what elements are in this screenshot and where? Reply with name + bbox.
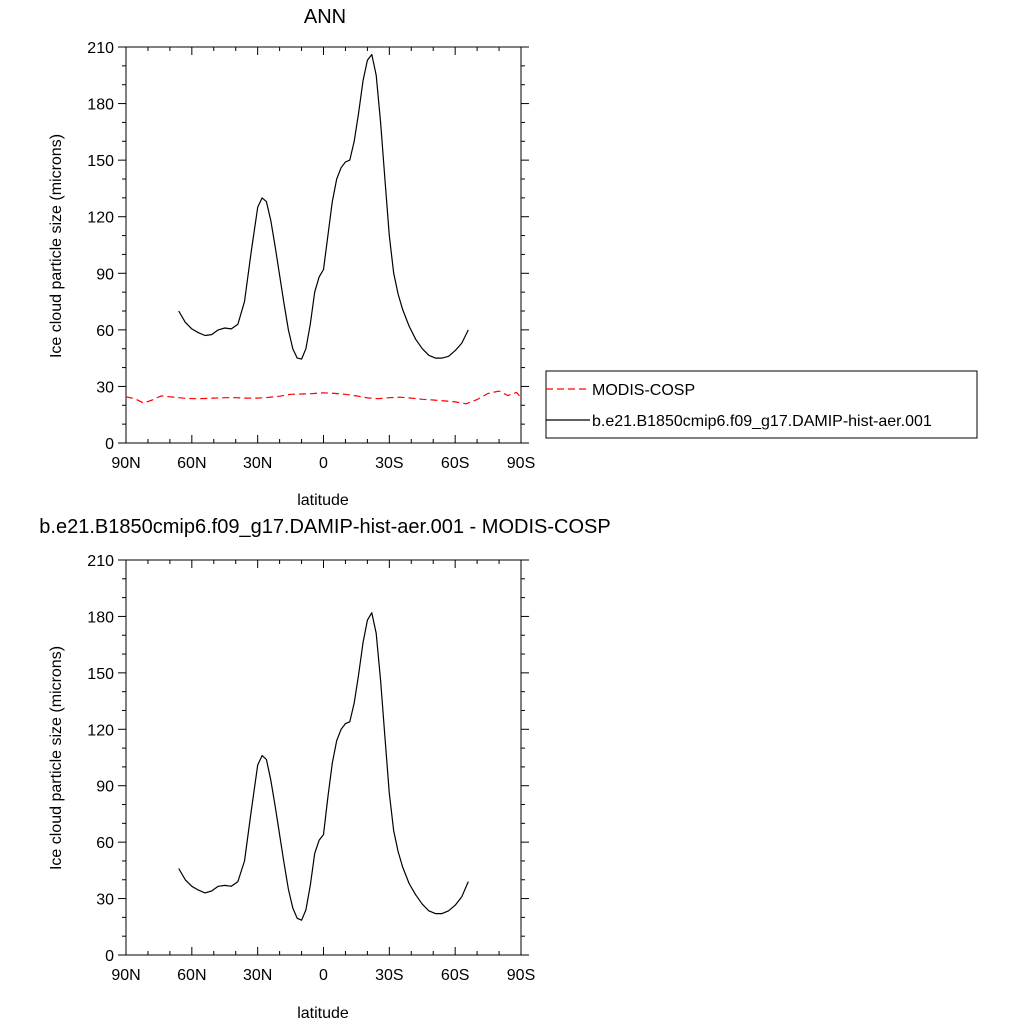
bottom-y-tick-label: 90 xyxy=(96,779,114,796)
bottom-x-tick-label: 90N xyxy=(111,967,140,984)
bottom-x-tick-label: 30N xyxy=(243,967,272,984)
bottom-y-tick-label: 180 xyxy=(87,609,114,626)
bottom-series-line-difference xyxy=(178,612,469,921)
legend-label-model: b.e21.B1850cmip6.f09_g17.DAMIP-hist-aer.… xyxy=(592,413,932,430)
top-x-tick-label: 30S xyxy=(375,455,403,472)
top-x-tick-label: 60N xyxy=(177,455,206,472)
top-x-tick-label: 60S xyxy=(441,455,469,472)
bottom-chart-y-axis-label: Ice cloud particle size (microns) xyxy=(48,646,65,870)
top-x-tick-label: 0 xyxy=(319,455,328,472)
top-x-tick-label: 90S xyxy=(507,455,535,472)
top-chart-plot-area: 90N 60N 30N 0 30S 60S 90S 0 30 60 90 120 150 180 210 xyxy=(87,40,535,472)
top-y-tick-label: 60 xyxy=(96,323,114,340)
top-chart-y-axis-label: Ice cloud particle size (microns) xyxy=(48,134,65,358)
top-series-line-modis-cosp xyxy=(125,390,522,405)
top-y-tick-label: 150 xyxy=(87,153,114,170)
legend-label-modis-cosp: MODIS-COSP xyxy=(592,382,695,399)
bottom-chart-plot-area: 90N 60N 30N 0 30S 60S 90S 0 30 60 90 120 150 180 210 xyxy=(87,553,535,984)
top-x-tick-label: 90N xyxy=(111,455,140,472)
top-chart-title: ANN xyxy=(304,6,346,28)
bottom-x-tick-label: 30S xyxy=(375,967,403,984)
top-series-line-b-e21-b1850cmip6-f09-g17-damip-hist-aer-001 xyxy=(178,53,469,360)
bottom-x-tick-label: 90S xyxy=(507,967,535,984)
bottom-x-tick-label: 0 xyxy=(319,967,328,984)
top-y-tick-label: 0 xyxy=(105,436,114,453)
legend-frame xyxy=(545,370,978,439)
top-y-tick-label: 180 xyxy=(87,97,114,114)
bottom-y-tick-label: 60 xyxy=(96,835,114,852)
top-x-tick-label: 30N xyxy=(243,455,272,472)
top-chart-frame xyxy=(125,46,522,444)
bottom-y-tick-label: 0 xyxy=(105,948,114,965)
bottom-chart-panel: b.e21.B1850cmip6.f09_g17.DAMIP-hist-aer.… xyxy=(39,516,610,1022)
top-y-tick-label: 210 xyxy=(87,40,114,57)
bottom-y-tick-label: 210 xyxy=(87,553,114,570)
bottom-x-tick-label: 60S xyxy=(441,967,469,984)
bottom-x-tick-label: 60N xyxy=(177,967,206,984)
bottom-y-tick-label: 150 xyxy=(87,666,114,683)
top-y-tick-label: 30 xyxy=(96,379,114,396)
top-y-tick-label: 90 xyxy=(96,266,114,283)
legend: MODIS-COSP b.e21.B1850cmip6.f09_g17.DAMI… xyxy=(545,370,978,439)
top-y-tick-label: 120 xyxy=(87,210,114,227)
top-chart-x-axis-label: latitude xyxy=(297,492,349,509)
bottom-chart-title: b.e21.B1850cmip6.f09_g17.DAMIP-hist-aer.… xyxy=(39,516,610,538)
bottom-y-tick-label: 30 xyxy=(96,892,114,909)
top-chart-panel: ANN Ice cloud particle size (microns) la… xyxy=(48,6,535,509)
bottom-chart-x-axis-label: latitude xyxy=(297,1005,349,1022)
bottom-y-tick-label: 120 xyxy=(87,722,114,739)
